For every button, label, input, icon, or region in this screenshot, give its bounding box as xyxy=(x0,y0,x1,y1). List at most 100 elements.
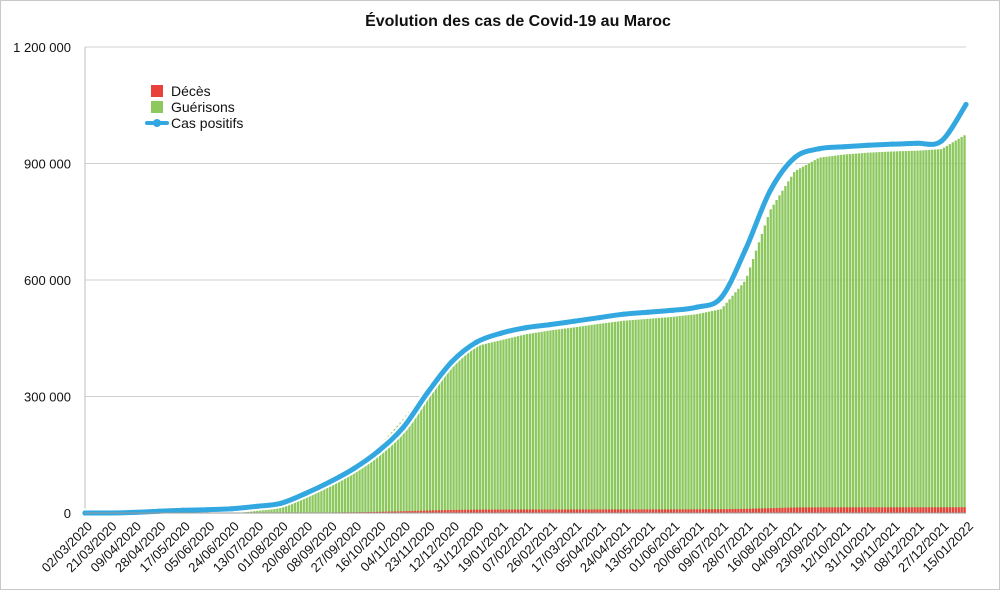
bar-deces xyxy=(878,507,880,513)
bar-deces xyxy=(960,507,962,513)
bar-guerisons xyxy=(438,374,440,513)
bar-deces xyxy=(720,509,722,513)
bar-deces xyxy=(725,509,727,513)
bar-guerisons xyxy=(934,150,936,513)
bar-guerisons xyxy=(535,333,537,513)
bar-deces xyxy=(843,507,845,513)
bar-deces xyxy=(705,509,707,513)
bar-deces xyxy=(520,510,522,513)
bar-deces xyxy=(552,510,554,513)
bar-deces xyxy=(673,509,675,513)
bar-guerisons xyxy=(720,309,722,513)
bar-deces xyxy=(637,509,639,513)
bar-deces xyxy=(667,509,669,513)
bar-deces xyxy=(728,509,730,513)
bar-guerisons xyxy=(822,157,824,513)
bar-deces xyxy=(658,509,660,513)
bar-deces xyxy=(828,507,830,513)
bar-deces xyxy=(955,507,957,513)
bar-deces xyxy=(840,507,842,513)
bar-deces xyxy=(608,509,610,513)
bar-guerisons xyxy=(646,319,648,513)
bar-guerisons xyxy=(957,139,959,513)
bar-deces xyxy=(681,509,683,513)
bar-deces xyxy=(540,510,542,513)
point-cas-positifs xyxy=(498,331,503,336)
bar-guerisons xyxy=(793,172,795,513)
bar-deces xyxy=(905,507,907,513)
y-tick-label: 0 xyxy=(64,506,71,521)
bar-guerisons xyxy=(593,325,595,513)
bar-guerisons xyxy=(626,321,628,513)
bar-guerisons xyxy=(511,338,513,513)
bar-guerisons xyxy=(634,320,636,513)
bar-guerisons xyxy=(679,316,681,513)
bar-deces xyxy=(696,509,698,513)
bar-deces xyxy=(758,508,760,513)
bar-deces xyxy=(778,508,780,513)
bar-guerisons xyxy=(464,351,466,513)
bar-deces xyxy=(632,509,634,513)
bar-deces xyxy=(711,509,713,513)
bar-guerisons xyxy=(855,154,857,513)
bar-guerisons xyxy=(482,345,484,513)
point-cas-positifs xyxy=(474,340,479,345)
bar-guerisons xyxy=(632,320,634,513)
bar-guerisons xyxy=(881,152,883,513)
bar-deces xyxy=(752,509,754,513)
bar-guerisons xyxy=(952,142,954,513)
bar-deces xyxy=(819,507,821,513)
bar-deces xyxy=(943,507,945,513)
bar-deces xyxy=(963,507,965,513)
bar-guerisons xyxy=(819,157,821,513)
bar-guerisons xyxy=(493,342,495,513)
bar-deces xyxy=(949,507,951,513)
bar-guerisons xyxy=(896,151,898,513)
bar-guerisons xyxy=(955,141,957,513)
bar-deces xyxy=(538,510,540,513)
bar-guerisons xyxy=(329,483,331,513)
bar-deces xyxy=(602,509,604,513)
bar-guerisons xyxy=(532,333,534,513)
point-cas-positifs xyxy=(278,501,283,506)
bar-guerisons xyxy=(808,163,810,513)
bar-guerisons xyxy=(875,152,877,513)
bar-guerisons xyxy=(931,150,933,513)
bar-guerisons xyxy=(919,150,921,513)
chart-title: Évolution des cas de Covid-19 au Maroc xyxy=(365,11,671,30)
bar-guerisons xyxy=(629,320,631,513)
bar-deces xyxy=(761,508,763,513)
bar-deces xyxy=(731,509,733,513)
bar-guerisons xyxy=(893,151,895,513)
bar-guerisons xyxy=(905,151,907,513)
bar-guerisons xyxy=(913,151,915,513)
bar-guerisons xyxy=(717,310,719,513)
bar-deces xyxy=(488,510,490,513)
bar-guerisons xyxy=(878,152,880,513)
point-cas-positifs xyxy=(645,310,650,315)
bar-deces xyxy=(643,509,645,513)
bar-deces xyxy=(881,507,883,513)
point-cas-positifs xyxy=(670,308,675,313)
bar-guerisons xyxy=(620,321,622,513)
point-cas-positifs xyxy=(792,155,797,160)
bar-deces xyxy=(593,509,595,513)
bar-guerisons xyxy=(749,267,751,513)
bar-deces xyxy=(864,507,866,513)
bar-deces xyxy=(749,509,751,513)
bar-guerisons xyxy=(834,156,836,513)
bar-deces xyxy=(887,507,889,513)
bar-deces xyxy=(546,510,548,513)
bar-guerisons xyxy=(887,152,889,513)
bar-guerisons xyxy=(590,325,592,513)
bar-guerisons xyxy=(617,321,619,513)
bar-guerisons xyxy=(861,153,863,513)
point-cas-positifs xyxy=(596,315,601,320)
bar-guerisons xyxy=(491,342,493,513)
bar-deces xyxy=(561,509,563,513)
bar-deces xyxy=(617,509,619,513)
bar-deces xyxy=(634,509,636,513)
